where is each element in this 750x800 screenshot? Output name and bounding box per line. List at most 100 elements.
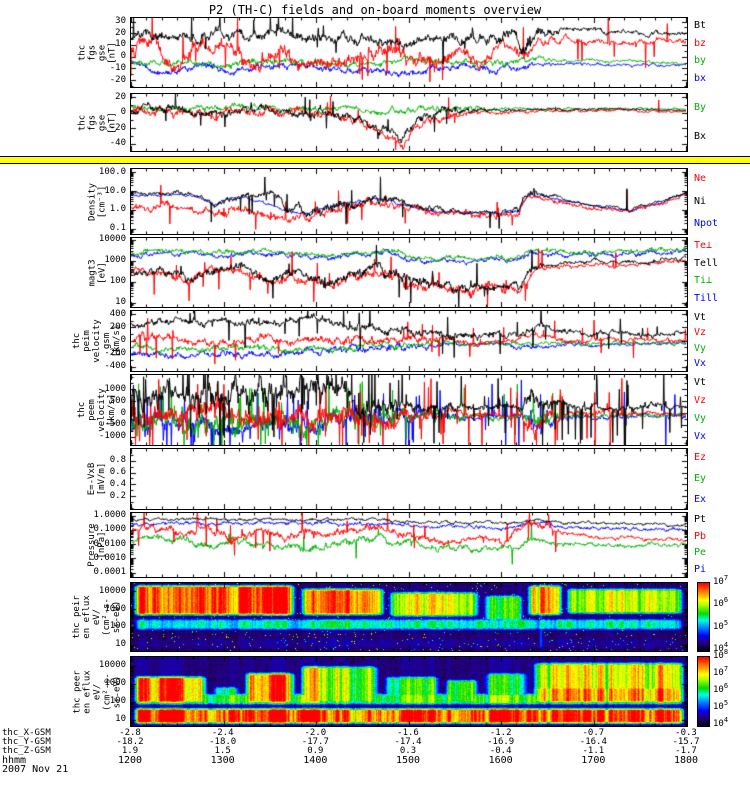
trace-label-Vz: Vz xyxy=(694,327,707,339)
panel-fgs-gse-a: thc fgs gse [nT] 30 20 10 0 -10 -20 Bt bz by bx xyxy=(0,17,750,88)
xaxis-value: 1.9 xyxy=(121,746,139,756)
colorbar-tick-exponent: 5 xyxy=(723,618,729,627)
trace-label-Vz: Vz xyxy=(694,395,707,406)
colorbar-peer-en-eflux xyxy=(697,656,710,727)
xaxis-value: -1.7 xyxy=(675,746,697,756)
colorbar-gradient-peer-en-eflux xyxy=(698,657,709,726)
ytick-label-peem-velocity: -500 xyxy=(104,419,126,430)
date-label: 2007 Nov 21 xyxy=(2,764,69,775)
colorbar-tick-label: 106 xyxy=(713,683,728,695)
panel-magt3: magt3 [eV] 10000 1000 100 10 Te⊥ Tell Ti⊥ Till xyxy=(0,235,750,308)
xaxis-value: 1400 xyxy=(303,755,328,766)
xaxis-value: -17.7 xyxy=(301,737,329,747)
trace-label-Vy: Vy xyxy=(694,413,707,424)
ytick-label-pressure: 0.0010 xyxy=(93,552,126,563)
ytick-label-fgs-gse-b: 20 xyxy=(115,91,126,102)
panel-frame-e-vxb xyxy=(130,448,688,510)
xaxis-value: 1700 xyxy=(581,755,606,766)
panel-peim-velocity: thc peim velocity gsm [km/s] 400 200 0 -200-… xyxy=(0,308,750,372)
ytick-label-magt3: 100 xyxy=(109,276,126,287)
xaxis-value: 0.3 xyxy=(399,746,417,756)
ytick-label-fgs-gse-b: -40 xyxy=(109,138,126,149)
trace-label-Vx: Vx xyxy=(694,431,707,442)
xaxis-value: -16.4 xyxy=(579,737,607,747)
xaxis-value: -15.7 xyxy=(672,737,700,747)
ytick-label-pressure: 0.1000 xyxy=(93,524,126,535)
xaxis-value: -1.2 xyxy=(489,728,512,738)
ytick-label-fgs-gse-a: 10 xyxy=(115,39,126,50)
panel-peir-en-eflux: thc peir en eflux eV/ (cm²-s- sr-eV) 1000… xyxy=(0,575,750,654)
ytick-label-peim-velocity: 400 xyxy=(109,308,126,319)
ytick-label-e-vxb: 0.6 xyxy=(109,467,126,478)
trace-label-Vt: Vt xyxy=(694,377,707,388)
ytick-label-pressure: 0.0001 xyxy=(93,567,126,578)
colorbar-tick-label: 108 xyxy=(713,649,728,661)
panel-canvas-magt3 xyxy=(131,238,687,307)
ytick-label-fgs-gse-a: -20 xyxy=(109,74,126,85)
xaxis-value: -18.0 xyxy=(209,737,237,747)
trace-label-Ti: Ti⊥ xyxy=(694,275,713,287)
xaxis-row-label-thcXGSM: thc_X-GSM xyxy=(2,728,51,738)
colorbar-tick-label: 107 xyxy=(713,666,728,678)
xaxis-row-label-thcYGSM: thc_Y-GSM xyxy=(2,737,51,747)
ytick-label-pressure: 0.0100 xyxy=(93,538,126,549)
xaxis-row-label-hhmm: hhmm xyxy=(2,755,27,766)
panel-fgs-gse-b: thc fgs gse [nT] 20 0 -20 -40 By Bx xyxy=(0,91,750,152)
colorbar-gradient-peir-en-eflux xyxy=(698,583,709,651)
event-flag-bar xyxy=(0,156,750,164)
ytick-label-peem-velocity: 0 xyxy=(120,407,126,418)
panel-event-flag xyxy=(0,156,750,164)
ytick-label-peem-velocity: 500 xyxy=(109,395,126,406)
trace-label-Ni: Ni xyxy=(694,195,707,207)
panel-density: Density [cm⁻³] 100.0 10.0 1.0 0.1 Ne Ni Npot xyxy=(0,166,750,235)
colorbar-tick-exponent: 6 xyxy=(723,596,729,605)
ytick-label-fgs-gse-a: 0 xyxy=(120,51,126,62)
xaxis-value: 0.9 xyxy=(307,746,324,756)
ytick-label-fgs-gse-b: -20 xyxy=(109,122,126,133)
plot-title: P2 (TH-C) fields and on-board moments ov… xyxy=(208,3,542,17)
trace-label-Te: Te⊥ xyxy=(694,239,713,251)
panel-canvas-fgs-gse-b xyxy=(131,94,687,151)
ytick-label-density: 100.0 xyxy=(98,166,126,177)
panel-canvas-peer-en-eflux xyxy=(131,657,687,726)
ytick-label-peim-velocity: 0 xyxy=(120,335,126,345)
ytick-label-peer-en-eflux: 10 xyxy=(115,714,126,725)
colorbar-peir-en-eflux xyxy=(697,582,710,652)
colorbar-tick-base: 10 xyxy=(713,668,724,678)
colorbar-tick-base: 10 xyxy=(713,577,724,587)
panel-canvas-density xyxy=(131,169,687,234)
colorbar-tick-exponent: 5 xyxy=(723,699,729,707)
ytick-label-e-vxb: 0.2 xyxy=(109,490,126,501)
xaxis-value: -2.4 xyxy=(211,728,234,738)
ytick-label-fgs-gse-b: 0 xyxy=(120,107,126,118)
ytick-label-peir-en-eflux: 10 xyxy=(115,639,126,650)
colorbar-tick-label: 106 xyxy=(713,597,728,610)
colorbar-tick-base: 10 xyxy=(713,599,724,610)
colorbar-tick-label: 107 xyxy=(713,575,728,587)
colorbar-tick-base: 10 xyxy=(713,644,724,654)
trace-label-Ez: Ez xyxy=(694,452,707,464)
panel-pressure: Pressure [nPa] 1.0000 0.1000 0.0100 0.0010 0.… xyxy=(0,511,750,578)
trace-label-Vt: Vt xyxy=(694,311,707,323)
xaxis-value: -0.4 xyxy=(489,746,512,756)
panel-frame-fgs-gse-b xyxy=(130,93,688,152)
colorbar-tick-label: 105 xyxy=(713,619,728,632)
ytick-label-density: 10.0 xyxy=(104,185,126,196)
colorbar-tick-base: 10 xyxy=(713,702,724,712)
ytick-label-density: 0.1 xyxy=(109,223,126,234)
trace-label-Ex: Ex xyxy=(694,493,707,505)
trace-label-Till: Till xyxy=(694,293,719,305)
panel-canvas-e-vxb xyxy=(131,449,687,509)
trace-label-bz: bz xyxy=(694,37,707,49)
xaxis-value: -0.7 xyxy=(582,728,605,738)
ytick-label-peer-en-eflux: 1000 xyxy=(104,678,126,689)
trace-label-Bt: Bt xyxy=(694,19,707,31)
ytick-label-fgs-gse-a: 20 xyxy=(115,27,126,38)
panel-frame-fgs-gse-a xyxy=(130,17,688,88)
panel-peer-en-eflux: thc peer en eflux eV/ (cm²-s- sr-eV) 1000… xyxy=(0,649,750,729)
xaxis-value: -2.0 xyxy=(304,728,327,738)
colorbar-tick-base: 10 xyxy=(713,621,724,632)
ytick-label-peer-en-eflux: 100 xyxy=(109,696,126,707)
